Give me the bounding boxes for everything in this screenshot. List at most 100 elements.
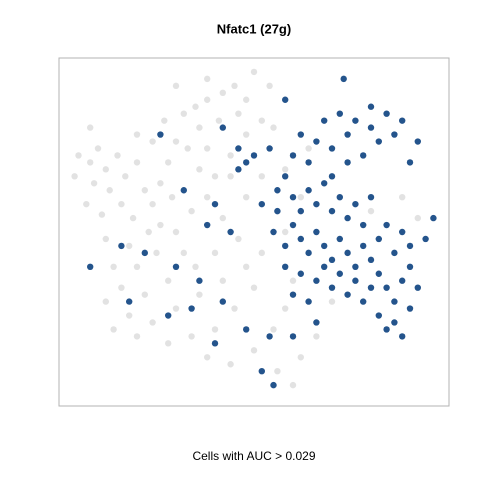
point (235, 235, 242, 243)
point (406, 242, 414, 250)
point (102, 298, 110, 305)
point (282, 305, 289, 312)
point (161, 117, 168, 124)
point (133, 159, 141, 166)
point (274, 187, 281, 194)
point (321, 117, 328, 124)
point (282, 166, 289, 173)
point (270, 326, 277, 333)
point (219, 89, 226, 97)
point (211, 340, 219, 347)
point (250, 284, 258, 291)
chart-title: Nfatc1 (27g) (217, 21, 291, 36)
plot-frame (58, 57, 450, 407)
point (352, 277, 359, 284)
point (289, 221, 297, 229)
point (133, 263, 141, 270)
point (383, 221, 390, 229)
point (157, 221, 164, 229)
point (172, 263, 180, 270)
point (250, 152, 258, 159)
point (102, 235, 110, 243)
point (172, 138, 180, 145)
point (188, 305, 195, 312)
point (367, 194, 375, 201)
point (360, 221, 367, 229)
point (344, 131, 351, 138)
point (235, 145, 242, 152)
point (211, 326, 219, 333)
point (375, 270, 382, 277)
point (243, 194, 250, 201)
point (243, 131, 250, 138)
point (102, 166, 110, 173)
point (313, 319, 320, 326)
point (399, 333, 406, 340)
point (344, 214, 351, 222)
point (313, 333, 320, 340)
point (352, 263, 359, 270)
point (192, 263, 199, 270)
point (340, 75, 347, 83)
point (258, 117, 265, 124)
point (94, 145, 102, 152)
point (336, 270, 343, 277)
point (336, 110, 343, 117)
point (235, 166, 242, 173)
point (266, 145, 273, 152)
point (270, 381, 277, 389)
point (219, 277, 226, 284)
point (313, 138, 320, 145)
point (133, 333, 141, 340)
point (414, 214, 421, 222)
point (391, 249, 398, 257)
point (180, 249, 187, 257)
point (165, 277, 172, 284)
point (141, 291, 148, 298)
point (399, 277, 406, 284)
point (360, 298, 367, 305)
point (375, 235, 382, 243)
point (422, 235, 429, 243)
point (266, 333, 273, 340)
point (168, 194, 176, 201)
point (157, 180, 164, 187)
point (328, 284, 336, 291)
point (145, 228, 152, 236)
point (165, 312, 172, 319)
point (289, 381, 297, 389)
point (258, 249, 265, 257)
point (204, 354, 211, 361)
point (328, 298, 336, 305)
point (118, 200, 125, 208)
point (399, 194, 406, 201)
point (110, 263, 117, 270)
point (367, 284, 375, 291)
point (430, 214, 437, 222)
point (289, 152, 297, 159)
point (149, 319, 156, 326)
point (227, 228, 234, 236)
point (383, 110, 390, 117)
point (383, 284, 390, 291)
point (118, 242, 125, 250)
point (258, 200, 265, 208)
point (235, 110, 242, 117)
point (204, 145, 211, 152)
point (106, 187, 113, 194)
point (282, 242, 289, 250)
point (215, 117, 223, 124)
point (321, 180, 328, 187)
point (336, 235, 343, 243)
point (274, 207, 281, 215)
point (172, 228, 180, 236)
point (289, 333, 297, 340)
point (231, 305, 238, 312)
point (313, 277, 320, 284)
point (289, 194, 297, 201)
point (114, 152, 121, 159)
point (141, 249, 148, 257)
x-axis-label: Cells with AUC > 0.029 (192, 449, 315, 463)
point (110, 326, 117, 333)
